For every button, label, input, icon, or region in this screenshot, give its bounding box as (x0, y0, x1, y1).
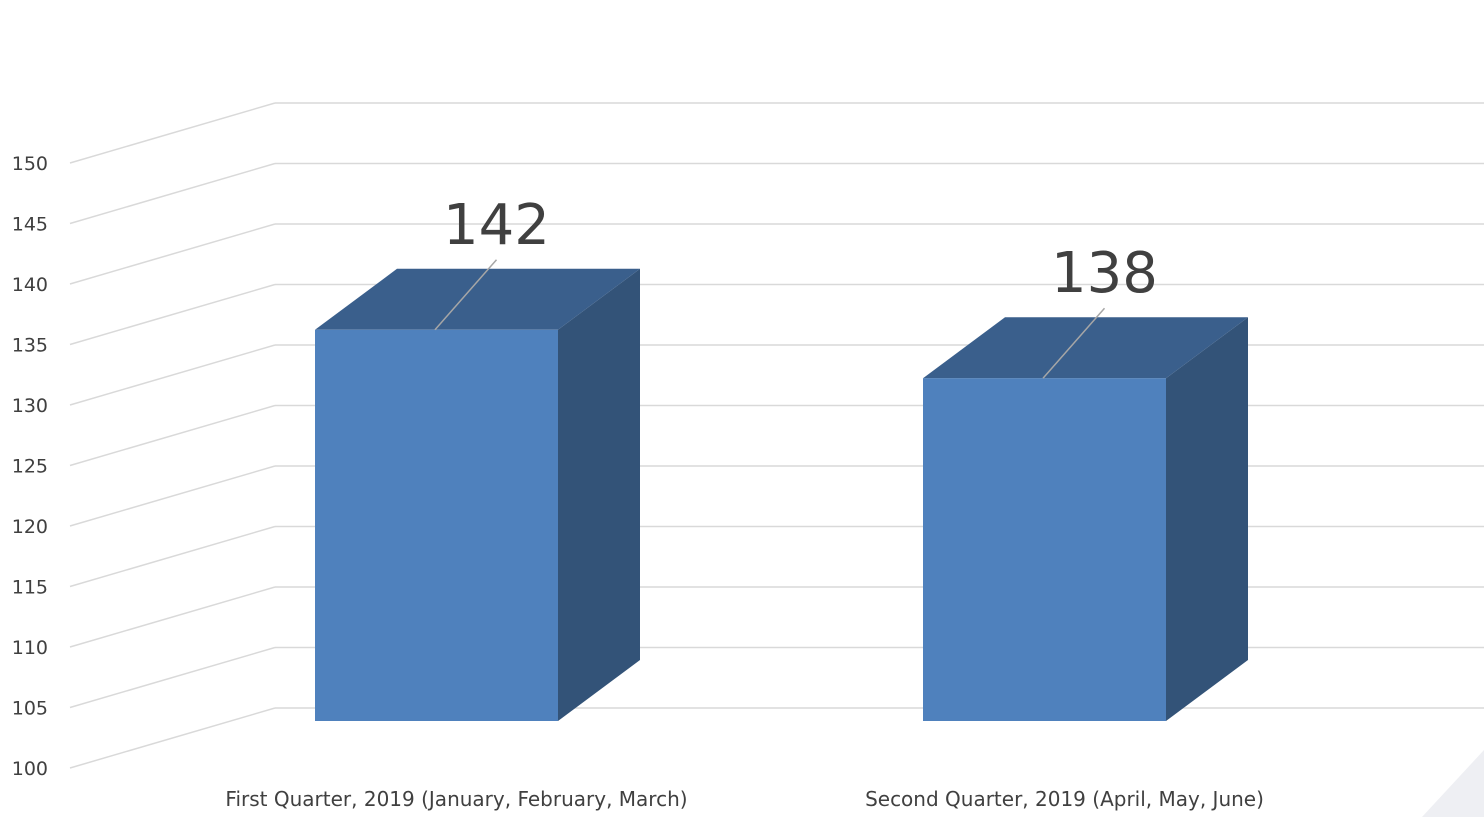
gridline-side-125 (69, 404, 276, 467)
bar-side-face (1166, 317, 1248, 721)
bar-side-face (558, 268, 640, 721)
y-tick-label: 140 (12, 274, 48, 296)
y-tick-label: 100 (12, 758, 48, 780)
y-tick-label: 125 (12, 456, 48, 478)
data-labels: 142 138 (434, 193, 1158, 379)
grid-layer (69, 102, 1484, 769)
y-tick-label: 145 (12, 214, 48, 236)
y-tick-label: 110 (12, 637, 48, 659)
y-axis: 100 105 110 115 120 125 130 135 140 145 150 (12, 153, 48, 780)
bar-2 (923, 317, 1248, 721)
corner-decoration (1422, 750, 1484, 817)
bar-1 (315, 268, 640, 721)
bar-front-face (315, 329, 558, 721)
bars (315, 268, 1248, 721)
data-label-leader (1042, 307, 1106, 379)
gridline-side-130 (69, 344, 276, 406)
y-tick-label: 135 (12, 335, 48, 357)
x-axis: First Quarter, 2019 (January, February, … (225, 787, 1264, 811)
gridline-side-135 (69, 283, 276, 346)
gridline-side-140 (69, 223, 276, 285)
gridline-side-105 (69, 646, 276, 709)
gridline-side-115 (69, 525, 276, 588)
x-tick-label: First Quarter, 2019 (January, February, … (225, 787, 687, 811)
gridline-side-100 (69, 707, 276, 769)
data-label-leader (434, 259, 498, 331)
gridline-side-110 (69, 586, 276, 648)
gridline-side-150 (69, 102, 276, 164)
data-label: 142 (443, 193, 550, 258)
y-tick-label: 115 (12, 577, 48, 599)
y-tick-label: 105 (12, 698, 48, 720)
gridline-side-120 (69, 465, 276, 527)
y-tick-label: 150 (12, 153, 48, 175)
bar-top-face (923, 317, 1248, 379)
data-label: 138 (1051, 241, 1158, 306)
gridline-side-145 (69, 162, 276, 225)
y-tick-label: 130 (12, 395, 48, 417)
bar-top-face (315, 268, 640, 330)
y-tick-label: 120 (12, 516, 48, 538)
x-tick-label: Second Quarter, 2019 (April, May, June) (865, 787, 1264, 811)
bar-front-face (923, 378, 1166, 721)
